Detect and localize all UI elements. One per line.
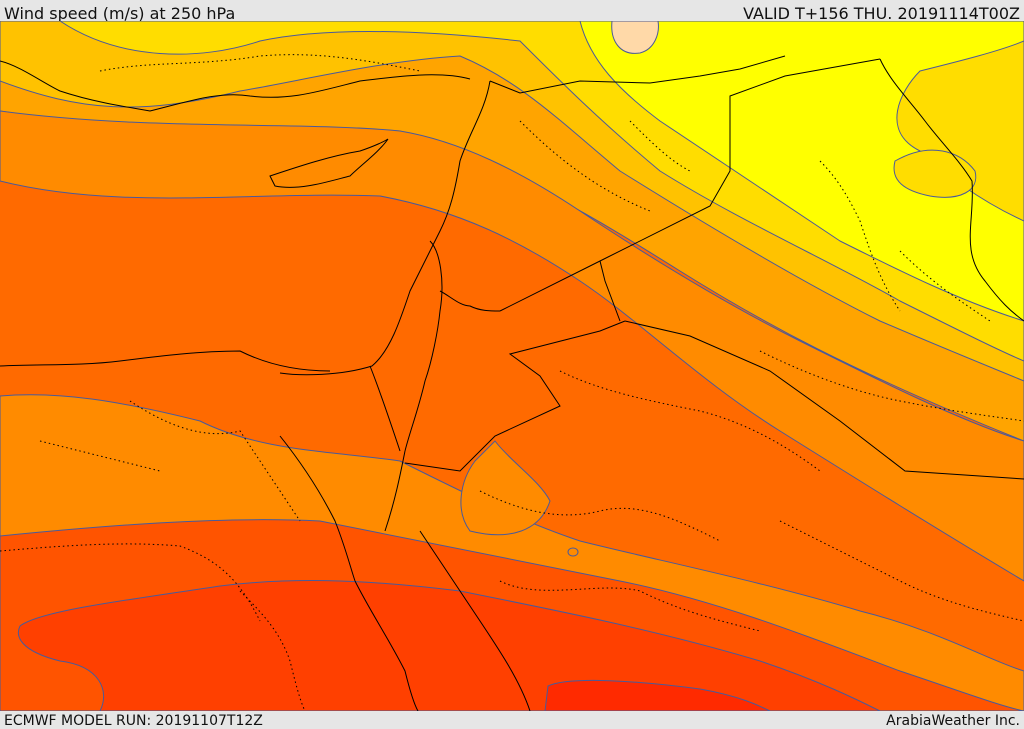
contour-loop-east (460, 440, 551, 536)
gulf-aqaba (384, 450, 406, 532)
jordan-saudi-border (404, 320, 626, 472)
band-red (17, 580, 881, 711)
contour-loop-north-east (893, 149, 977, 198)
band-yellow (579, 21, 1024, 322)
sinai-border (369, 365, 401, 452)
levant-east-border (439, 290, 501, 312)
provider-label: ArabiaWeather Inc. (886, 713, 1020, 729)
turkey-syria-border (489, 55, 786, 94)
contour-blob (567, 547, 579, 557)
iran-iraq-border (879, 58, 1024, 322)
jordan-iraq-border (599, 260, 621, 322)
levant-coast (279, 80, 491, 376)
model-run-label: ECMWF MODEL RUN: 20191107T12Z (4, 713, 263, 729)
gulf-suez (279, 435, 356, 582)
red-sea-east-coast (419, 530, 531, 711)
iraq-saudi-border (624, 320, 1024, 480)
egypt-coast (0, 350, 331, 372)
wind-speed-map (0, 21, 1024, 711)
borders (0, 55, 1024, 711)
internal-boundaries (0, 54, 1024, 711)
band-orange (0, 21, 1024, 582)
coastline-north (0, 60, 471, 112)
red-sea-coast (354, 580, 419, 711)
band-lightest (611, 21, 659, 54)
map-title: Wind speed (m/s) at 250 hPa (4, 4, 236, 23)
valid-time-label: VALID T+156 THU. 20191114T00Z (743, 4, 1020, 23)
israel-border (404, 240, 443, 452)
band-deep-red (544, 679, 771, 711)
cyprus-coast (269, 138, 389, 188)
